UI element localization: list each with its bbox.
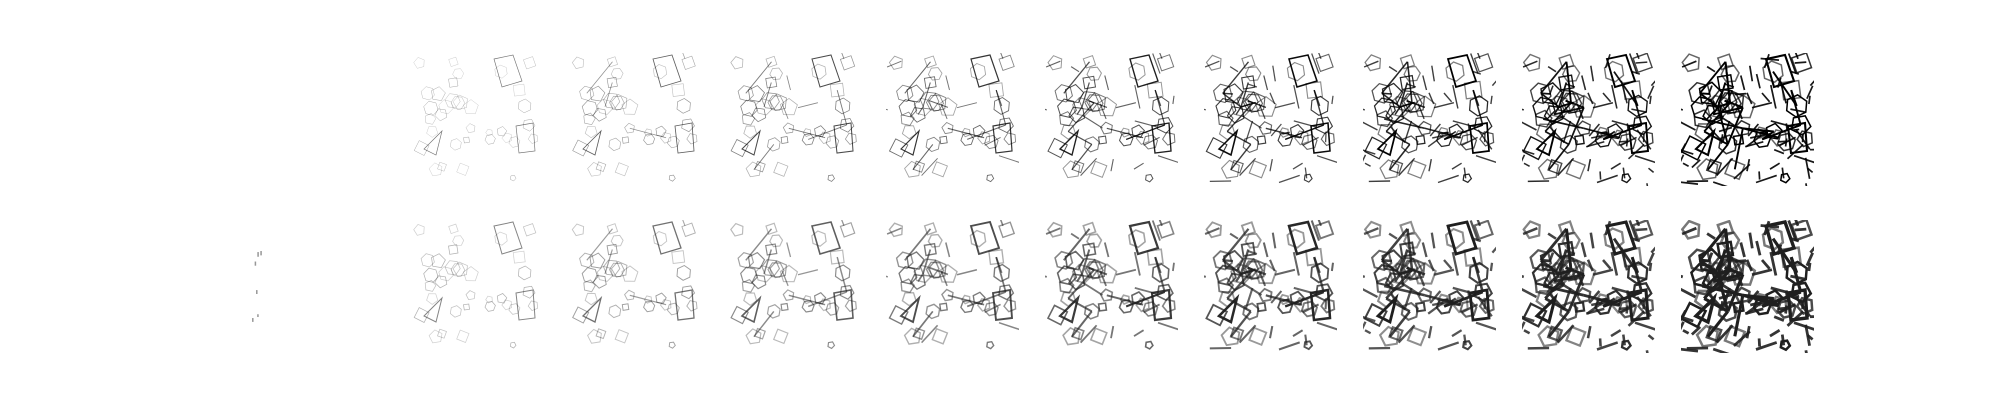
grid-image-r1-c9 [1522,53,1655,186]
grid-image-r1-c8 [1363,53,1496,184]
grid-image-r2-c2 [409,220,542,353]
grid-image-r2-c10 [1681,220,1814,353]
grid-image-r1-c5 [886,53,1019,183]
grid-image-r1-c10 [1681,53,1814,186]
grid-image-r2-c4 [727,220,860,353]
grid-image-r2-c1 [252,251,262,322]
grid-image-r2-c3 [568,220,701,353]
grid-image-r1-c3 [571,53,698,182]
grid-image-r1-c2 [413,54,538,182]
grid-image-r2-c7 [1204,220,1337,353]
grid-image-r2-c5 [886,220,1019,353]
grid-image-r2-c9 [1522,220,1655,353]
grid-image-r1-c6 [1045,53,1178,183]
grid-image-r1-c4 [730,53,857,182]
grid-image-r2-c6 [1045,220,1178,353]
grid-image-r2-c8 [1363,220,1496,353]
grid-image-r1-c7 [1204,53,1337,184]
